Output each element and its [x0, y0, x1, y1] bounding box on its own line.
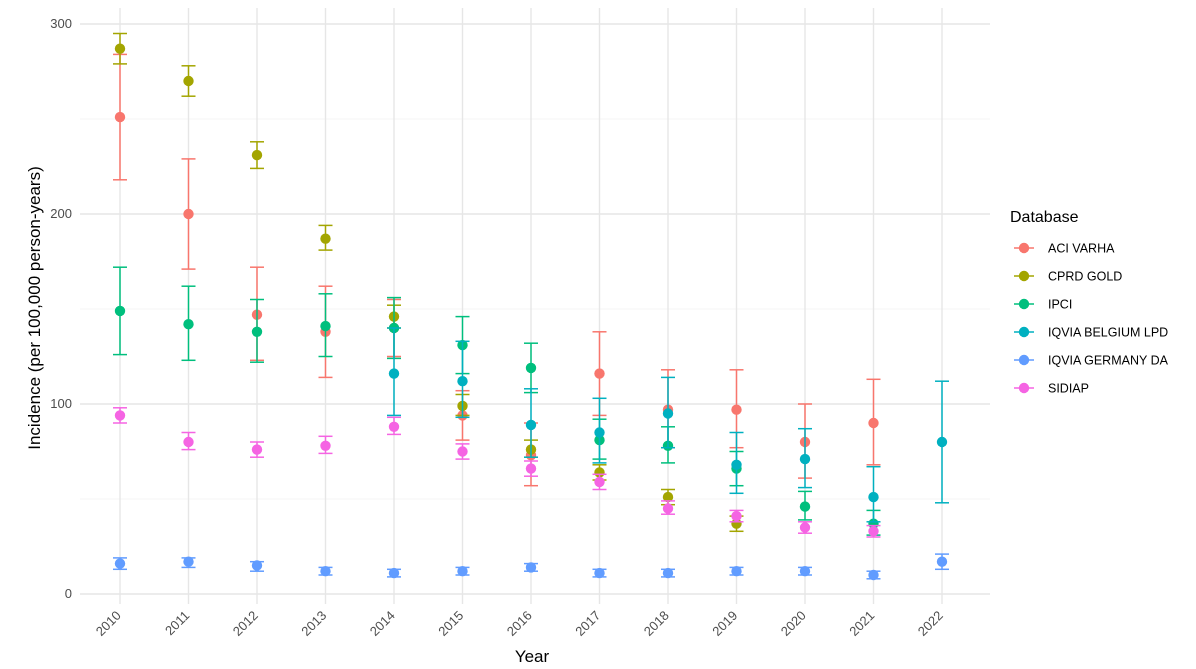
- data-point: [799, 453, 811, 465]
- series-iqvia-belgium-lpd: [387, 327, 949, 523]
- data-point: [320, 566, 331, 577]
- data-point: [936, 436, 948, 448]
- y-tick-label: 100: [50, 396, 72, 411]
- data-point: [525, 562, 537, 573]
- x-tick-label: 2013: [298, 608, 329, 639]
- data-point: [251, 444, 263, 455]
- legend-key-point: [1018, 298, 1030, 310]
- legend-label: IPCI: [1048, 298, 1072, 312]
- legend-label: IQVIA BELGIUM LPD: [1048, 326, 1168, 340]
- data-point: [594, 427, 605, 438]
- series-cprd-gold: [113, 32, 744, 533]
- legend-label: ACI VARHA: [1048, 242, 1115, 256]
- data-point: [457, 566, 468, 577]
- data-point: [183, 436, 194, 448]
- data-point: [731, 566, 742, 577]
- legend-key-point: [1018, 382, 1030, 394]
- data-point: [868, 526, 879, 537]
- data-point: [731, 510, 742, 522]
- data-point: [799, 522, 811, 533]
- x-tick-label: 2015: [435, 608, 466, 639]
- x-tick-label: 2022: [915, 608, 946, 639]
- legend-key-point: [1018, 326, 1030, 338]
- legend-key-point: [1018, 242, 1030, 254]
- x-tick-label: 2010: [93, 608, 124, 639]
- data-point: [114, 410, 126, 421]
- data-point: [388, 421, 400, 432]
- x-tick-label: 2011: [162, 608, 192, 638]
- data-point: [594, 567, 605, 579]
- data-point: [662, 503, 674, 514]
- data-point: [114, 43, 126, 54]
- data-point: [114, 305, 126, 317]
- data-point: [594, 368, 605, 379]
- data-point: [251, 149, 263, 161]
- legend-label: CPRD GOLD: [1048, 270, 1122, 284]
- data-point: [936, 556, 948, 567]
- data-point: [731, 459, 742, 470]
- legend: Database ACI VARHA CPRD GOLD IPCI IQVIA BEL…: [1010, 209, 1169, 396]
- data-point: [731, 404, 742, 415]
- data-point: [114, 111, 126, 123]
- data-point: [525, 463, 537, 474]
- data-point: [662, 408, 674, 419]
- data-point: [183, 319, 194, 330]
- data-point: [251, 560, 263, 571]
- data-point: [183, 556, 194, 567]
- data-point: [868, 491, 879, 503]
- x-tick-label: 2018: [641, 608, 672, 639]
- x-tick-label: 2016: [504, 608, 535, 639]
- x-tick-label: 2017: [572, 608, 603, 639]
- y-tick-label: 0: [65, 586, 72, 601]
- x-tick-label: 2012: [230, 608, 261, 639]
- data-point: [320, 233, 331, 244]
- series-ipci: [113, 266, 881, 536]
- legend-key-point: [1018, 354, 1030, 366]
- legend-key-point: [1018, 270, 1030, 282]
- legend-label: SIDIAP: [1048, 382, 1089, 396]
- data-point: [114, 558, 126, 569]
- data-point: [457, 446, 468, 457]
- data-point: [320, 320, 331, 332]
- data-point: [320, 440, 331, 451]
- y-tick-label: 300: [50, 16, 72, 31]
- series-iqvia-germany-da: [113, 553, 949, 581]
- legend-title: Database: [1010, 209, 1079, 226]
- data-point: [388, 368, 400, 379]
- x-tick-label: 2021: [846, 608, 877, 639]
- x-tick-label: 2014: [367, 608, 398, 639]
- data-point: [662, 491, 674, 503]
- data-point: [525, 419, 537, 431]
- series-sidiap: [113, 407, 881, 538]
- data-point: [183, 208, 194, 220]
- data-point: [525, 362, 537, 374]
- data-layer: [113, 32, 949, 581]
- data-point: [799, 501, 811, 512]
- y-axis-title: Incidence (per 100,000 person-years): [25, 166, 44, 450]
- data-point: [183, 75, 194, 87]
- data-point: [662, 567, 674, 579]
- data-point: [251, 326, 263, 337]
- x-axis-title: Year: [515, 647, 550, 666]
- x-tick-label: 2019: [709, 608, 740, 639]
- legend-label: IQVIA GERMANY DA: [1048, 354, 1169, 368]
- grid-layer: [80, 8, 990, 604]
- data-point: [388, 567, 400, 579]
- data-point: [457, 376, 468, 387]
- data-point: [868, 417, 879, 429]
- data-point: [799, 566, 811, 577]
- x-tick-label: 2020: [778, 608, 809, 639]
- data-point: [868, 569, 879, 581]
- y-tick-label: 200: [50, 206, 72, 221]
- data-point: [594, 476, 605, 488]
